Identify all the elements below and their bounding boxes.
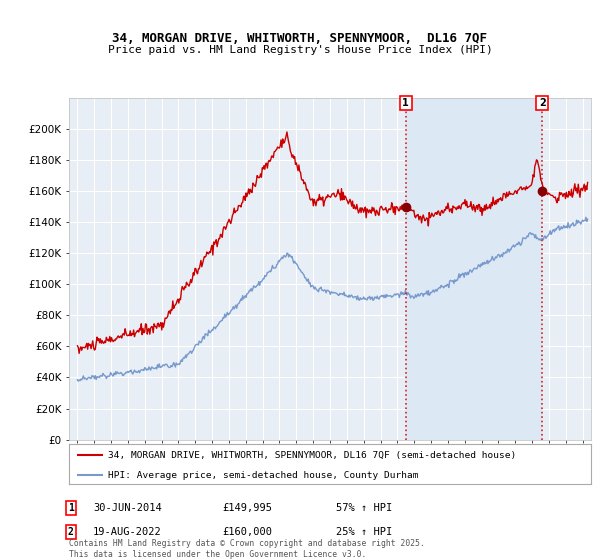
Text: Contains HM Land Registry data © Crown copyright and database right 2025.
This d: Contains HM Land Registry data © Crown c…	[69, 539, 425, 559]
Text: 19-AUG-2022: 19-AUG-2022	[93, 527, 162, 537]
Text: 25% ↑ HPI: 25% ↑ HPI	[336, 527, 392, 537]
Bar	[406, 98, 542, 440]
Text: 1: 1	[403, 98, 409, 108]
Text: 1: 1	[68, 503, 74, 513]
Text: 2: 2	[539, 98, 545, 108]
Text: 57% ↑ HPI: 57% ↑ HPI	[336, 503, 392, 513]
Text: HPI: Average price, semi-detached house, County Durham: HPI: Average price, semi-detached house,…	[108, 470, 419, 479]
Text: 2: 2	[68, 527, 74, 537]
Text: £160,000: £160,000	[222, 527, 272, 537]
Text: 34, MORGAN DRIVE, WHITWORTH, SPENNYMOOR,  DL16 7QF: 34, MORGAN DRIVE, WHITWORTH, SPENNYMOOR,…	[113, 32, 487, 45]
Text: 34, MORGAN DRIVE, WHITWORTH, SPENNYMOOR, DL16 7QF (semi-detached house): 34, MORGAN DRIVE, WHITWORTH, SPENNYMOOR,…	[108, 450, 517, 459]
Text: 30-JUN-2014: 30-JUN-2014	[93, 503, 162, 513]
Text: £149,995: £149,995	[222, 503, 272, 513]
Text: Price paid vs. HM Land Registry's House Price Index (HPI): Price paid vs. HM Land Registry's House …	[107, 45, 493, 55]
